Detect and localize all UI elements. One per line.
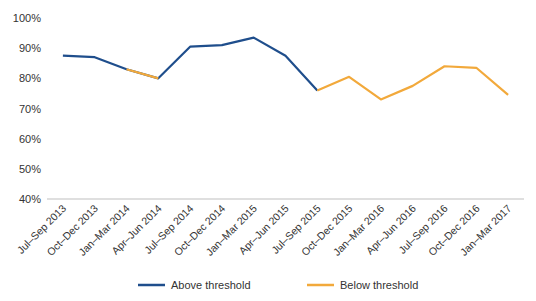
legend-label: Above threshold (171, 279, 251, 291)
series-line (63, 38, 317, 91)
y-tick-label: 80% (19, 72, 41, 84)
plot-area (63, 38, 508, 100)
legend-label: Below threshold (340, 279, 418, 291)
y-tick-label: 40% (19, 193, 41, 205)
x-axis (47, 199, 524, 200)
y-tick-label: 70% (19, 103, 41, 115)
series-line (127, 66, 509, 99)
chart: 40%50%60%70%80%90%100%Jul–Sep 2013Oct–De… (0, 0, 536, 301)
legend-swatch (138, 284, 165, 287)
x-tick-label: Jan–Mar 2017 (458, 202, 514, 258)
y-tick-label: 100% (13, 12, 41, 24)
legend-swatch (307, 284, 334, 287)
y-tick-label: 50% (19, 163, 41, 175)
y-tick-label: 60% (19, 133, 41, 145)
y-tick-label: 90% (19, 42, 41, 54)
